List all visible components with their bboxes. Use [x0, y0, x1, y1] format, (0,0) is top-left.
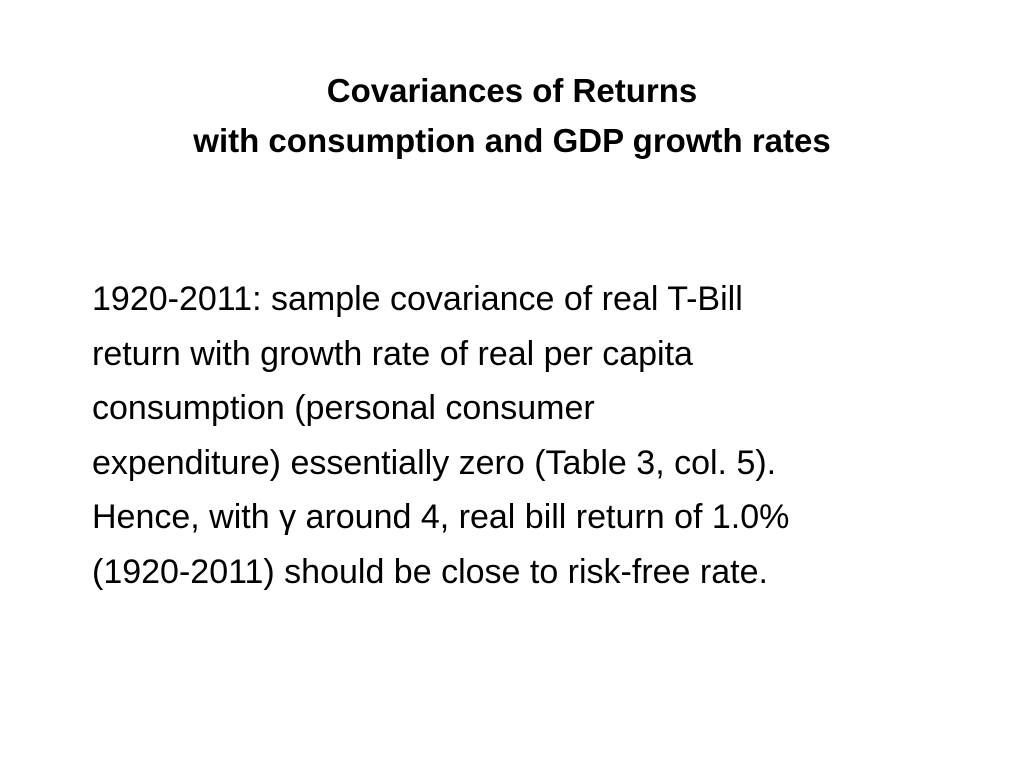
slide-title-line-1: Covariances of Returns: [326, 72, 698, 109]
slide-title: Covariances of Returns with consumption …: [60, 66, 964, 166]
body-line-6: (1920-2011) should be close to risk-free…: [92, 552, 768, 591]
slide-body-text: 1920-2011: sample covariance of real T-B…: [92, 272, 972, 599]
slide-title-line-2: with consumption and GDP growth rates: [193, 122, 831, 159]
body-line-1: 1920-2011: sample covariance of real T-B…: [92, 280, 743, 318]
body-line-4: expenditure) essentially zero (Table 3, …: [92, 443, 777, 482]
body-line-2: return with growth rate of real per capi…: [92, 334, 693, 373]
body-line-3: consumption (personal consumer: [92, 389, 595, 427]
body-line-5: Hence, with γ around 4, real bill return…: [92, 498, 790, 536]
